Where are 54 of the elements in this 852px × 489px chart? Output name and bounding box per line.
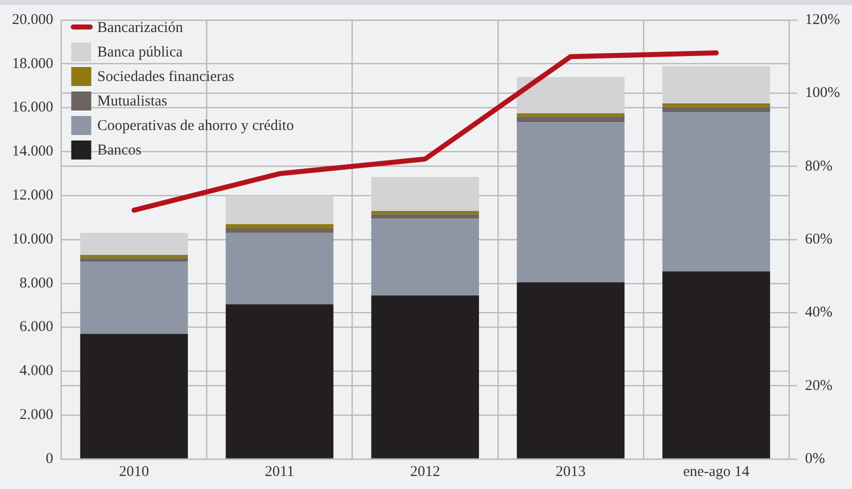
bar xyxy=(516,116,625,122)
bar xyxy=(226,224,334,229)
bar xyxy=(226,228,334,233)
bar xyxy=(516,122,625,282)
bar xyxy=(80,254,188,258)
bar xyxy=(662,103,770,107)
y-tick-label: 0 xyxy=(46,450,54,467)
bar xyxy=(226,196,334,224)
legend-label: Bancarización xyxy=(97,20,184,36)
y-tick-label: 20.000 xyxy=(12,12,54,28)
bar xyxy=(516,77,625,114)
bar xyxy=(226,232,334,304)
legend-label: Mutualistas xyxy=(97,93,168,110)
bar xyxy=(371,210,479,214)
bar xyxy=(80,232,188,255)
bar xyxy=(80,258,188,262)
y-tick-label: 14.000 xyxy=(12,144,54,160)
x-tick-label: ene-ago 14 xyxy=(683,464,750,480)
x-tick-label: 2013 xyxy=(556,464,586,480)
x-tick-label: 2012 xyxy=(410,464,440,480)
y-tick-label: 12.000 xyxy=(12,188,54,204)
bar xyxy=(80,334,188,458)
x-tick-label: 2010 xyxy=(119,464,150,480)
legend-label: Cooperativas de ahorro y crédito xyxy=(97,118,294,134)
y2-tick-label: 120% xyxy=(805,12,840,28)
y2-tick-label: 40% xyxy=(805,304,833,321)
bar xyxy=(226,304,334,458)
y-tick-label: 6.000 xyxy=(20,319,54,336)
bar xyxy=(80,261,188,334)
y-tick-label: 2.000 xyxy=(20,407,54,424)
bar xyxy=(662,271,770,458)
legend-label: Banca pública xyxy=(97,44,183,60)
y2-tick-label: 60% xyxy=(805,231,833,248)
bar xyxy=(662,66,770,104)
y2-tick-label: 100% xyxy=(805,85,840,102)
bar xyxy=(662,106,770,112)
legend-label: Sociedades financieras xyxy=(97,68,234,85)
y2-tick-label: 0% xyxy=(805,450,826,467)
x-tick-label: 2011 xyxy=(264,464,294,480)
bar xyxy=(662,112,770,272)
bar xyxy=(371,214,479,219)
bar xyxy=(516,282,625,458)
y-tick-label: 16.000 xyxy=(12,100,54,116)
y-tick-label: 10.000 xyxy=(12,231,54,248)
y-tick-label: 18.000 xyxy=(12,56,54,72)
bar xyxy=(371,295,479,458)
bar xyxy=(371,176,479,211)
y-tick-label: 4.000 xyxy=(20,363,54,380)
bar xyxy=(516,113,625,117)
y2-tick-label: 80% xyxy=(805,158,833,174)
legend-label: Bancos xyxy=(97,142,142,158)
bar xyxy=(371,218,479,296)
y2-tick-label: 20% xyxy=(805,378,833,394)
y-tick-label: 8.000 xyxy=(20,275,54,292)
